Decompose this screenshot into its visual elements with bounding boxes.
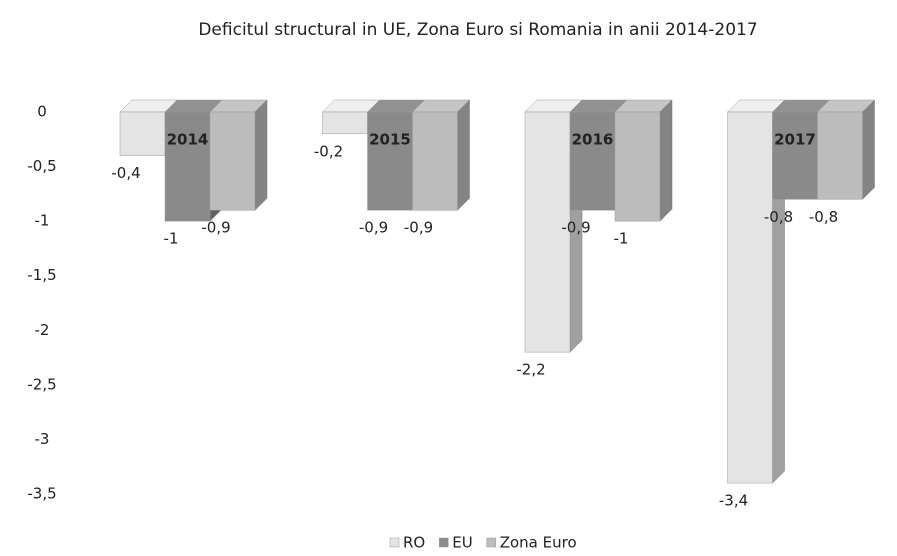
y-tick-label: -1 [35, 212, 50, 230]
bar [164, 111, 211, 222]
category-label: 2015 [369, 131, 411, 149]
value-label: -0,4 [111, 164, 140, 182]
bar [367, 111, 413, 211]
value-label: -0,9 [561, 219, 590, 237]
bar [614, 111, 661, 222]
bar [569, 111, 616, 211]
bar [209, 111, 256, 211]
bar [524, 111, 571, 353]
category-label: 2016 [572, 131, 614, 149]
y-tick-label: -3,5 [27, 485, 56, 503]
value-label: -0,9 [404, 219, 433, 237]
y-tick-label: -1,5 [27, 266, 56, 284]
bar [322, 111, 368, 135]
legend-label: EU [452, 534, 472, 552]
bar [119, 111, 166, 156]
value-label: -1 [164, 230, 179, 248]
bar [727, 111, 773, 484]
legend-label: RO [403, 534, 425, 552]
legend-item: RO [389, 534, 425, 552]
value-label: -1 [614, 230, 629, 248]
value-label: -0,8 [764, 208, 793, 226]
bar-side [659, 99, 673, 222]
y-tick-label: 0 [37, 103, 47, 121]
legend-swatch [438, 537, 449, 548]
value-label: -0,8 [809, 208, 838, 226]
bar-side [862, 99, 875, 200]
legend-item: EU [438, 534, 473, 552]
y-tick-label: -2,5 [27, 375, 56, 393]
category-label: 2014 [167, 131, 209, 149]
bar [772, 111, 818, 200]
category-label: 2017 [774, 131, 816, 149]
bar-side [457, 99, 470, 211]
bar [412, 111, 458, 211]
y-tick-label: -0,5 [27, 157, 56, 175]
legend-swatch [389, 537, 400, 548]
y-tick-label: -2 [35, 321, 50, 339]
value-label: -0,9 [201, 219, 230, 237]
legend-item: Zona Euro [486, 534, 577, 552]
value-label: -2,2 [516, 361, 545, 379]
y-tick-label: -3 [35, 430, 50, 448]
chart-title: Deficitul structural in UE, Zona Euro si… [198, 20, 757, 40]
legend-swatch [486, 537, 496, 548]
value-label: -0,2 [314, 142, 343, 160]
bar-side [254, 99, 268, 211]
legend-label: Zona Euro [500, 534, 577, 552]
value-label: -0,9 [359, 219, 388, 237]
bar [817, 111, 863, 200]
value-label: -3,4 [719, 492, 748, 510]
